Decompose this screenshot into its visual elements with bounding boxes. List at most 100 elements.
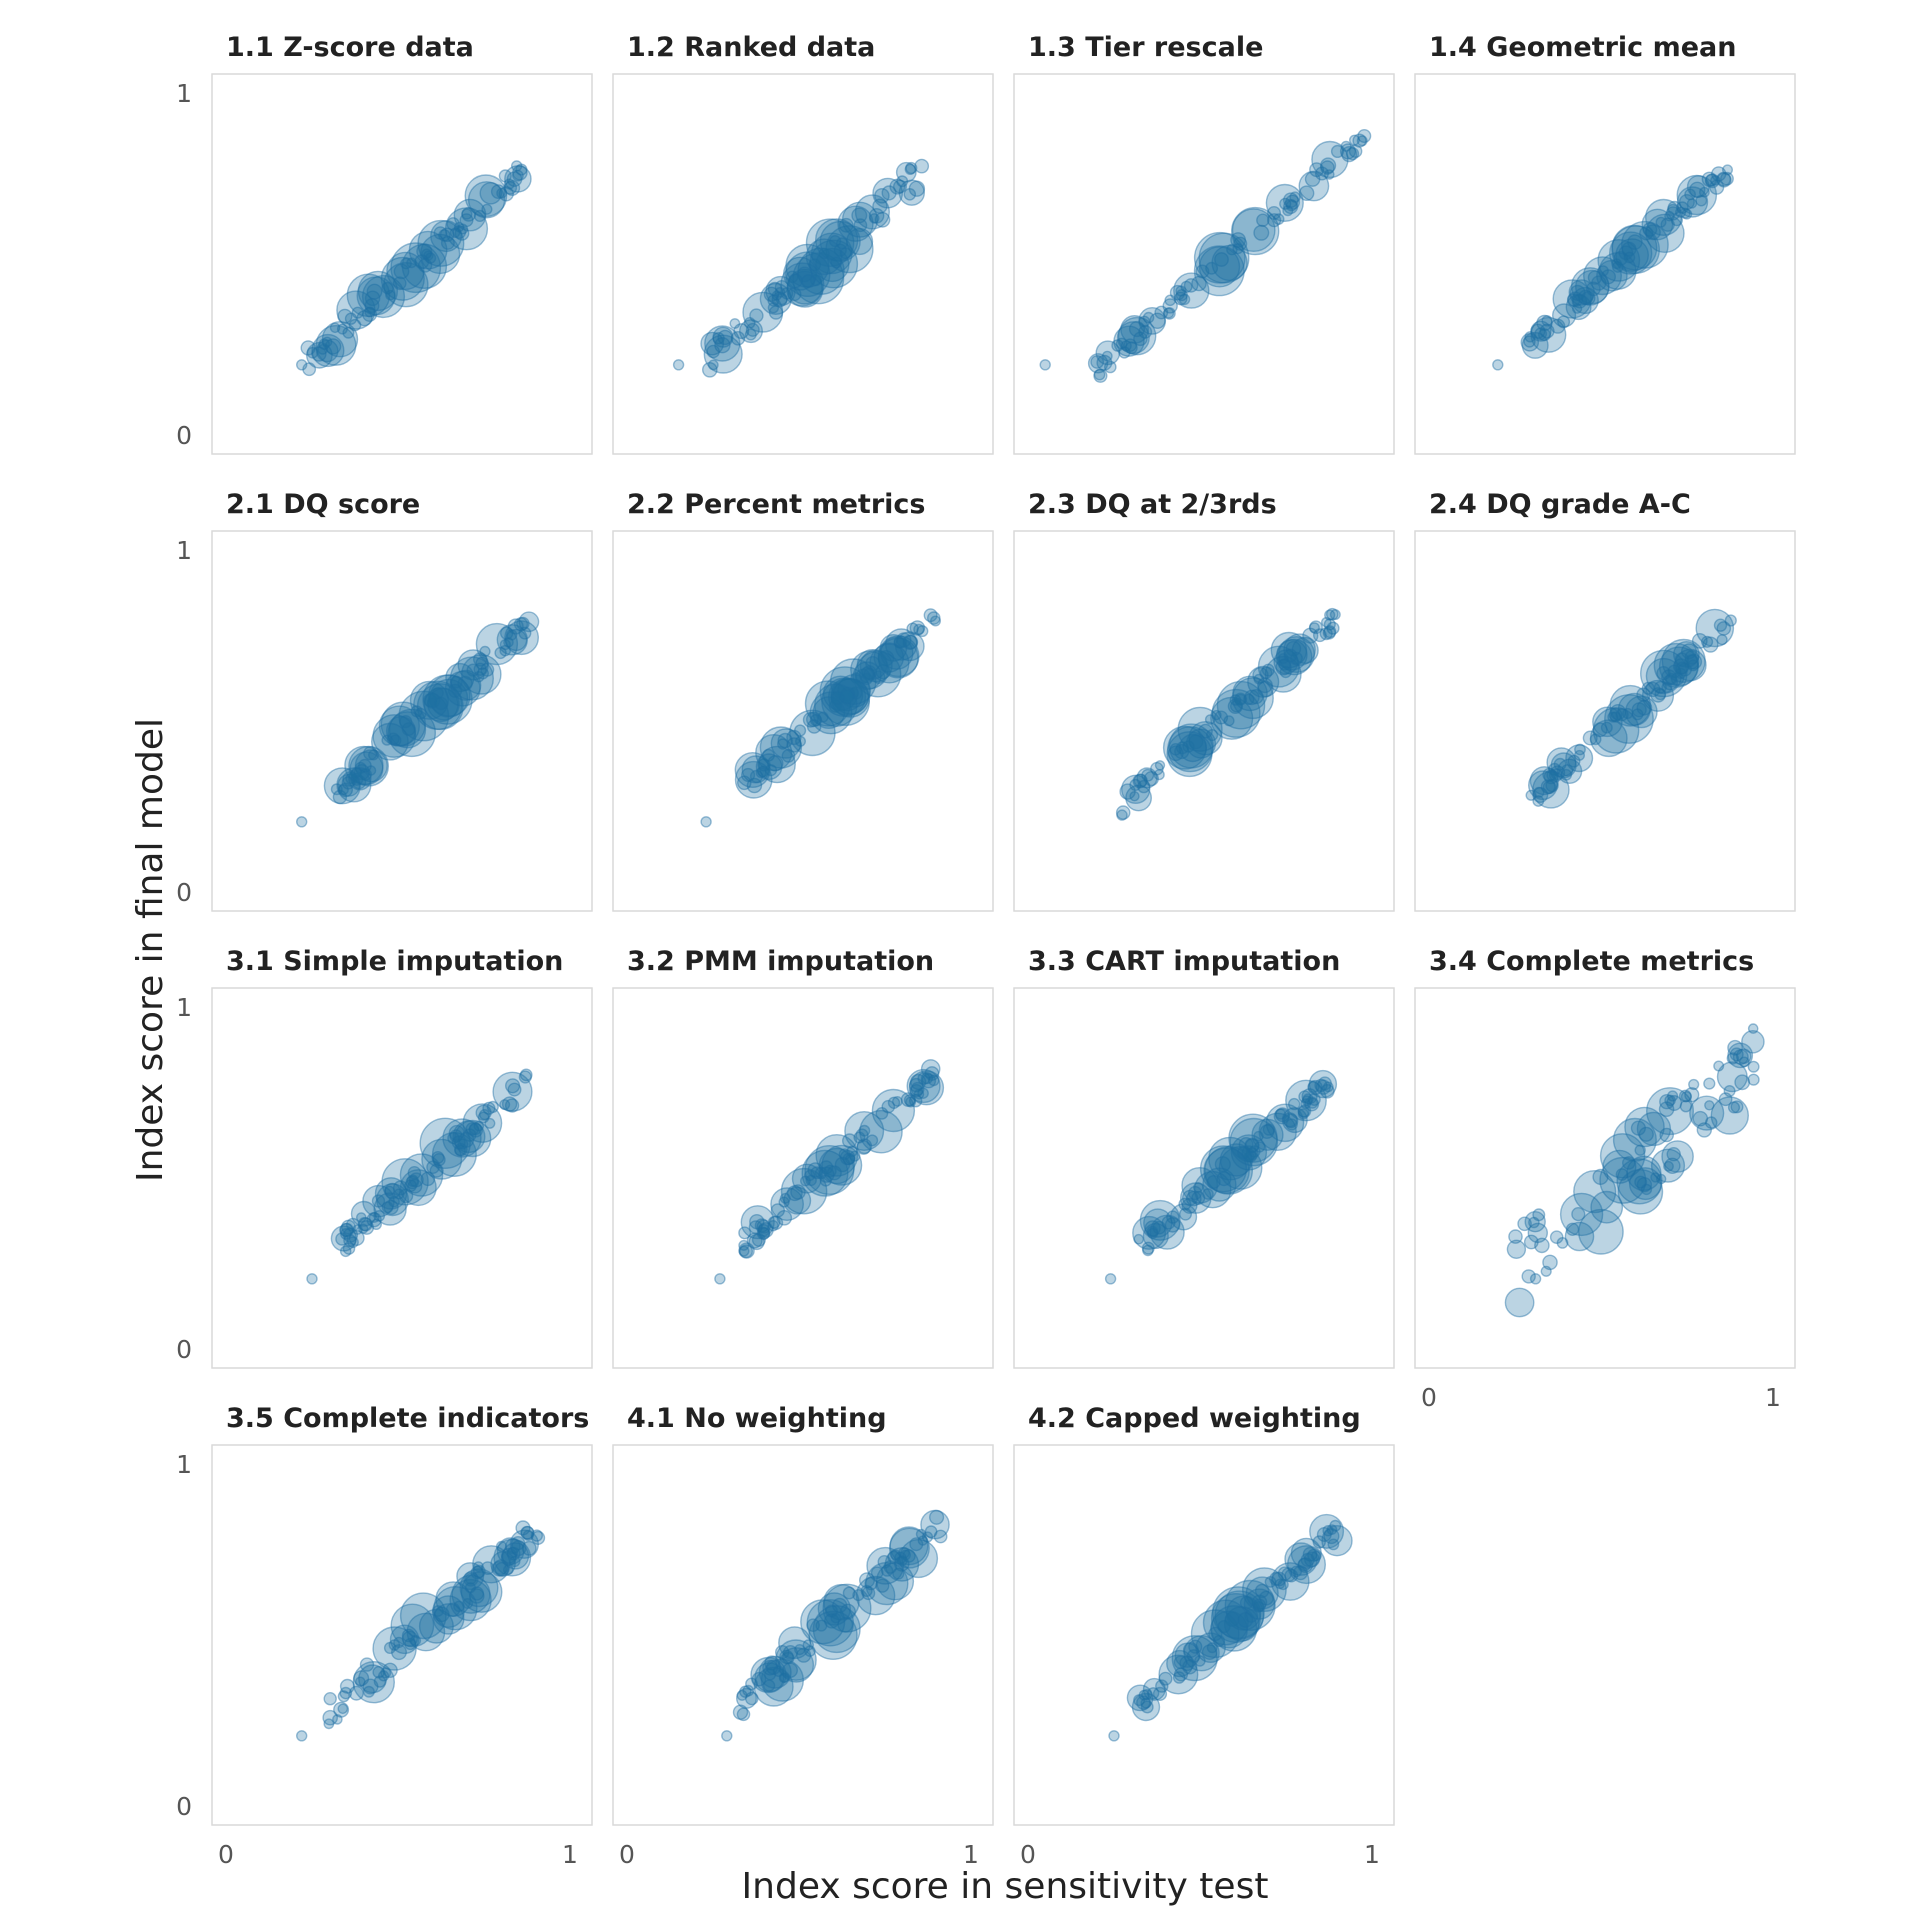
data-point (751, 1671, 767, 1687)
data-point (1559, 1192, 1604, 1237)
data-point (916, 625, 929, 638)
data-point (330, 783, 343, 796)
data-point (1527, 1222, 1549, 1244)
data-point (839, 1149, 856, 1166)
data-point (1095, 340, 1121, 366)
data-point (1214, 710, 1229, 725)
data-point (373, 1675, 387, 1688)
panel-border (1414, 73, 1796, 455)
data-point (1727, 1042, 1754, 1069)
data-point (1204, 714, 1216, 725)
data-point (1666, 1094, 1683, 1111)
data-point (794, 1644, 806, 1656)
data-point (757, 758, 771, 772)
data-point (852, 661, 882, 691)
data-point (809, 274, 822, 287)
data-point (1194, 1655, 1206, 1667)
data-point (1304, 1096, 1320, 1112)
panel-border (1013, 987, 1395, 1369)
data-point (1273, 1108, 1290, 1125)
data-point (856, 1140, 872, 1155)
facet-title: 1.1 Z-score data (226, 32, 474, 63)
data-point (1142, 1677, 1166, 1701)
data-point (1329, 1519, 1342, 1532)
data-point (1570, 267, 1610, 306)
data-point (1537, 328, 1551, 342)
data-point (818, 247, 830, 260)
data-point (1330, 144, 1345, 159)
data-point (868, 207, 885, 224)
data-point (1664, 210, 1675, 222)
data-point (1188, 1639, 1203, 1654)
data-point (1666, 203, 1679, 216)
data-point (449, 1578, 492, 1622)
data-point (1666, 1146, 1681, 1162)
data-point (1339, 143, 1357, 160)
data-point (860, 672, 873, 686)
data-point (851, 207, 868, 224)
data-point (858, 1124, 871, 1137)
panel-border (1013, 1444, 1395, 1826)
data-point (1180, 280, 1193, 293)
data-point (366, 283, 383, 300)
data-point (839, 689, 855, 705)
data-point (887, 1550, 901, 1564)
data-point (763, 286, 780, 303)
data-point (707, 359, 719, 371)
data-point (1257, 680, 1274, 698)
data-point (511, 160, 523, 172)
data-point (1282, 205, 1294, 217)
data-point (451, 1135, 466, 1150)
data-point (821, 1144, 863, 1186)
data-point (371, 1194, 386, 1208)
x-tick-label: 1 (1765, 1383, 1781, 1412)
data-point (850, 672, 862, 684)
data-point (1574, 269, 1610, 305)
data-point (858, 1572, 875, 1589)
data-point (1108, 1730, 1120, 1742)
data-point (1323, 625, 1337, 639)
data-point (900, 1549, 911, 1561)
data-point (1224, 1611, 1240, 1627)
data-point (770, 1187, 805, 1222)
data-point (481, 203, 493, 215)
data-point (1592, 706, 1623, 738)
data-point (874, 188, 890, 204)
data-point (1676, 201, 1689, 214)
data-point (344, 312, 358, 325)
data-point (1716, 171, 1731, 187)
facet-title: 1.3 Tier rescale (1028, 32, 1263, 63)
data-point (350, 772, 364, 786)
data-point (452, 1120, 486, 1154)
data-point (1720, 171, 1734, 186)
data-point (1323, 169, 1335, 180)
data-point (351, 774, 367, 790)
data-point (1556, 758, 1583, 785)
data-point (1590, 1190, 1624, 1224)
data-point (1119, 783, 1136, 800)
data-point (1695, 608, 1735, 648)
data-point (475, 1104, 492, 1121)
data-point (1241, 1567, 1287, 1613)
data-point (300, 340, 316, 356)
data-point (398, 1188, 414, 1204)
data-point (909, 1093, 923, 1108)
data-point (1258, 1112, 1297, 1152)
data-point (1656, 665, 1671, 681)
data-point (1211, 688, 1261, 738)
data-point (1231, 208, 1276, 253)
data-point (1567, 754, 1581, 768)
data-point (1550, 752, 1577, 779)
data-point (342, 1227, 359, 1243)
data-point (745, 1677, 758, 1691)
data-point (1166, 731, 1213, 778)
data-point (758, 745, 796, 784)
data-point (339, 1678, 355, 1694)
data-point (841, 201, 879, 238)
data-point (831, 1597, 848, 1614)
data-point (321, 321, 359, 358)
data-point (852, 1589, 865, 1602)
data-point (1650, 1148, 1686, 1183)
facet-panel: 4.1 No weighting 0 1 (612, 1403, 994, 1869)
data-point (383, 261, 429, 308)
